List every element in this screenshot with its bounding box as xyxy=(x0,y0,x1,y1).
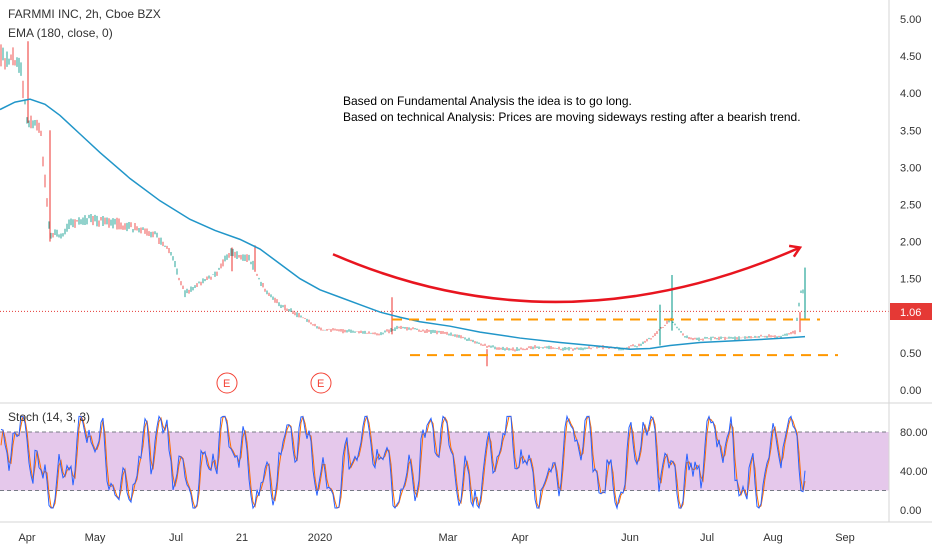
price-tick-label: 4.00 xyxy=(900,88,921,100)
price-tick-label: 3.00 xyxy=(900,162,921,174)
time-tick-label: Aug xyxy=(763,532,783,544)
earnings-marker-1[interactable] xyxy=(216,372,238,394)
price-bars xyxy=(0,41,806,367)
symbol-legend[interactable]: FARMMI INC, 2h, Cboe BZX xyxy=(8,7,161,21)
time-tick-label: Jul xyxy=(700,532,714,544)
earnings-marker-1-label: E xyxy=(223,378,230,390)
price-tick-label: 4.50 xyxy=(900,51,921,63)
annotation-line-2: Based on technical Analysis: Prices are … xyxy=(343,110,801,124)
stoch-axis[interactable]: 80.00 40.00 0.00 xyxy=(900,427,928,517)
time-tick-label: Sep xyxy=(835,532,855,544)
stoch-legend[interactable]: Stoch (14, 3, 3) xyxy=(8,410,90,424)
price-tick-label: 3.50 xyxy=(900,125,921,137)
time-tick-label: Mar xyxy=(439,532,458,544)
time-tick-label: Apr xyxy=(18,532,35,544)
last-price-label: 1.06 xyxy=(900,307,921,319)
time-tick-label: Jun xyxy=(621,532,639,544)
time-tick-label: 21 xyxy=(236,532,248,544)
price-tick-label: 2.50 xyxy=(900,200,921,212)
stoch-tick-label: 80.00 xyxy=(900,427,928,439)
price-tick-label: 5.00 xyxy=(900,14,921,26)
earnings-marker-2[interactable] xyxy=(310,372,332,394)
stoch-tick-label: 40.00 xyxy=(900,466,928,478)
last-price-label-bg xyxy=(890,303,932,320)
time-tick-label: Apr xyxy=(511,532,528,544)
time-tick-label: 2020 xyxy=(308,532,332,544)
stoch-tick-label: 0.00 xyxy=(900,505,921,517)
price-tick-label: 1.50 xyxy=(900,274,921,286)
curve-arrowhead xyxy=(788,244,803,258)
ema-legend[interactable]: EMA (180, close, 0) xyxy=(8,26,113,40)
time-tick-label: May xyxy=(85,532,106,544)
curve-arrow xyxy=(332,246,801,304)
annotation-line-1: Based on Fundamental Analysis the idea i… xyxy=(343,94,632,108)
price-tick-label: 2.00 xyxy=(900,237,921,249)
price-tick-label: 0.50 xyxy=(900,348,921,360)
price-tick-label: 0.00 xyxy=(900,385,921,397)
stoch-k-line xyxy=(0,414,806,510)
time-axis[interactable]: Apr May Jul 21 2020 Mar Apr Jun Jul Aug Sep xyxy=(18,532,854,544)
price-pane[interactable] xyxy=(0,41,889,367)
earnings-marker-2-label: E xyxy=(317,378,324,390)
ema-line xyxy=(0,98,806,350)
stoch-pane[interactable] xyxy=(0,414,889,510)
time-tick-label: Jul xyxy=(169,532,183,544)
